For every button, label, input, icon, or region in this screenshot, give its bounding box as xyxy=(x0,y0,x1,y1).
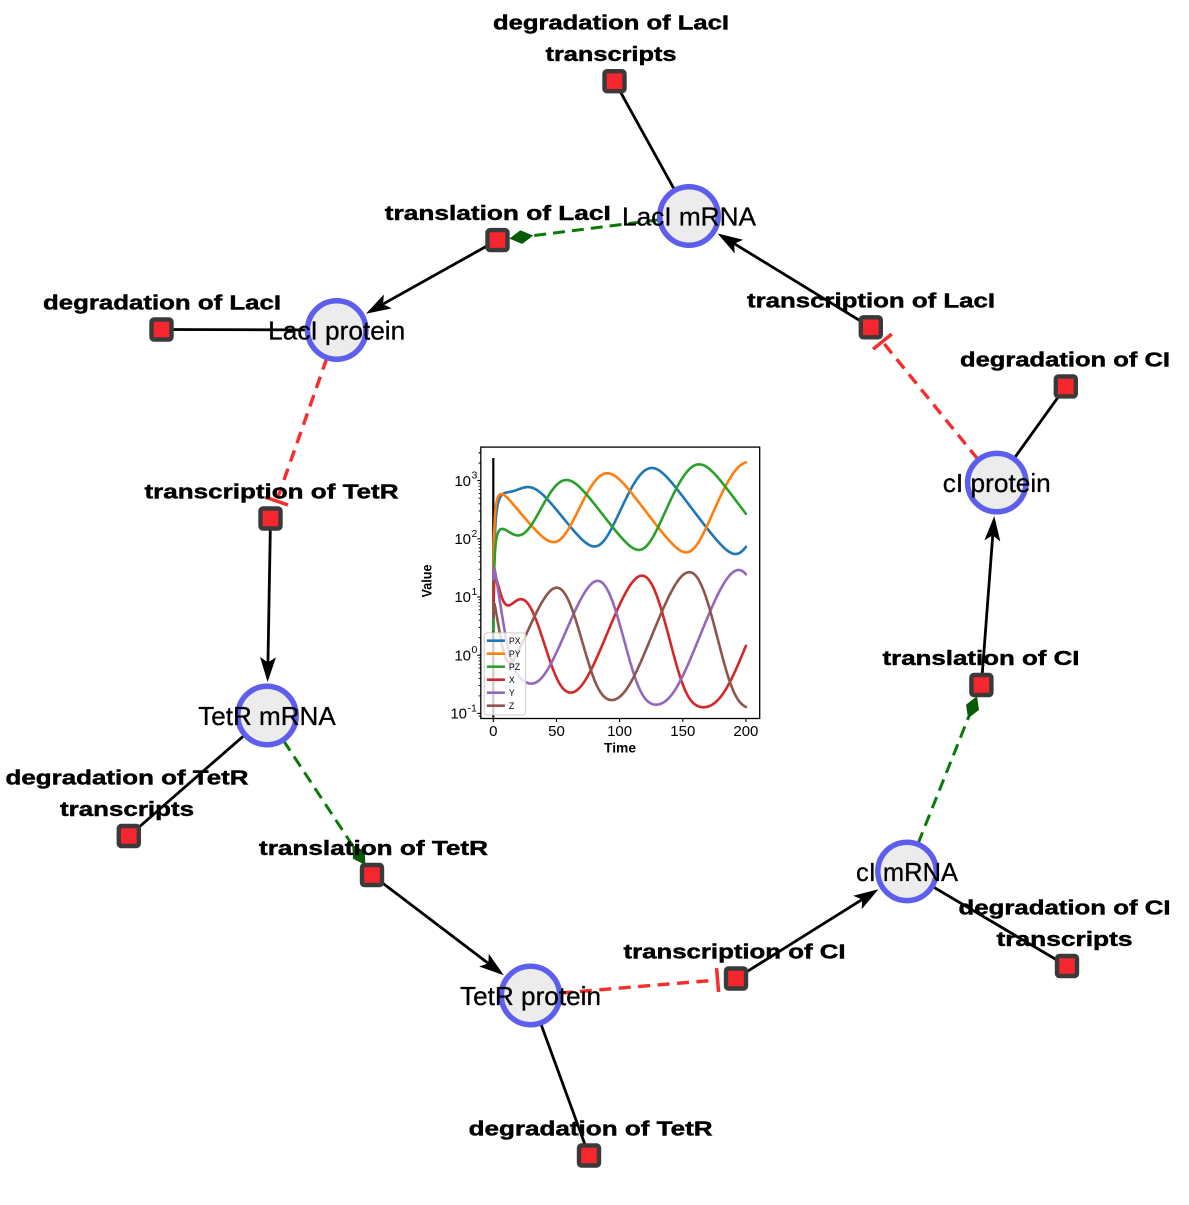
svg-text:0: 0 xyxy=(472,644,478,656)
svg-text:10: 10 xyxy=(454,531,471,548)
svg-text:transcripts: transcripts xyxy=(997,929,1133,951)
svg-text:LacI protein: LacI protein xyxy=(268,315,405,345)
svg-text:X: X xyxy=(509,675,515,685)
svg-text:LacI mRNA: LacI mRNA xyxy=(622,201,757,231)
svg-text:degradation of CI: degradation of CI xyxy=(959,898,1171,920)
svg-text:translation of CI: translation of CI xyxy=(883,648,1080,670)
svg-text:degradation of CI: degradation of CI xyxy=(960,349,1170,371)
svg-text:transcripts: transcripts xyxy=(546,44,677,66)
svg-text:3: 3 xyxy=(472,470,478,482)
svg-text:cI mRNA: cI mRNA xyxy=(856,857,959,887)
svg-text:10: 10 xyxy=(450,706,467,723)
svg-text:degradation of LacI: degradation of LacI xyxy=(43,293,281,315)
svg-text:PY: PY xyxy=(509,649,521,659)
svg-text:-1: -1 xyxy=(468,702,477,714)
svg-text:50: 50 xyxy=(548,723,565,740)
svg-text:PX: PX xyxy=(509,636,521,646)
svg-text:200: 200 xyxy=(733,723,758,740)
svg-text:Y: Y xyxy=(509,688,515,698)
svg-text:10: 10 xyxy=(454,473,471,490)
svg-text:translation of TetR: translation of TetR xyxy=(259,838,489,860)
svg-text:TetR protein: TetR protein xyxy=(460,981,601,1011)
svg-text:0: 0 xyxy=(489,723,497,740)
svg-text:degradation of LacI: degradation of LacI xyxy=(493,13,729,35)
svg-text:TetR mRNA: TetR mRNA xyxy=(198,701,336,731)
svg-text:transcription of TetR: transcription of TetR xyxy=(145,482,400,504)
svg-text:10: 10 xyxy=(454,589,471,606)
svg-text:150: 150 xyxy=(670,723,695,740)
svg-text:Value: Value xyxy=(420,564,435,597)
svg-text:cI protein: cI protein xyxy=(943,468,1051,498)
svg-text:Time: Time xyxy=(604,741,637,756)
svg-text:2: 2 xyxy=(472,528,478,540)
svg-text:transcription of CI: transcription of CI xyxy=(624,942,846,964)
svg-text:10: 10 xyxy=(454,647,471,664)
svg-text:1: 1 xyxy=(472,586,478,598)
svg-text:transcripts: transcripts xyxy=(60,799,194,821)
svg-text:PZ: PZ xyxy=(509,662,521,672)
svg-text:100: 100 xyxy=(607,723,632,740)
svg-text:transcription of LacI: transcription of LacI xyxy=(747,290,995,312)
svg-text:degradation of TetR: degradation of TetR xyxy=(6,768,250,790)
svg-text:degradation of TetR: degradation of TetR xyxy=(469,1119,714,1141)
svg-text:translation of LacI: translation of LacI xyxy=(385,203,611,225)
svg-text:Z: Z xyxy=(509,701,515,711)
